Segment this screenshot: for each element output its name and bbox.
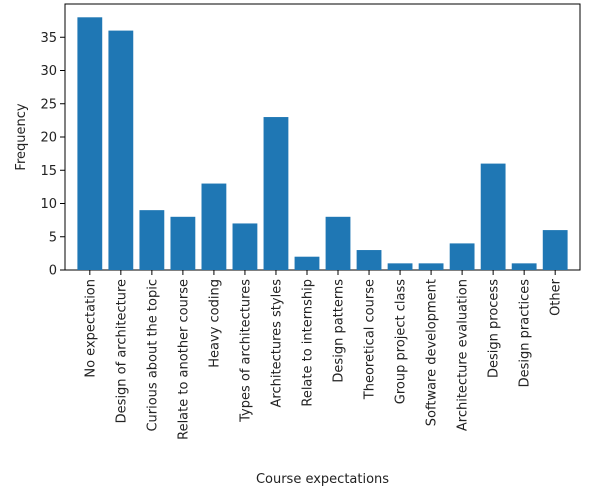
y-tick-label-6: 30 xyxy=(40,64,57,79)
x-tick-label-12: Architecture evaluation xyxy=(456,279,471,431)
x-axis: No expectation Design of architecture Curi… xyxy=(83,270,564,440)
y-axis-label: Frequency xyxy=(14,103,29,170)
x-tick-label-7: Relate to internship xyxy=(300,279,315,407)
x-tick-label-0: No expectation xyxy=(83,279,98,378)
bar-13 xyxy=(480,163,506,270)
x-tick-label-13: Design process xyxy=(487,279,502,378)
x-tick-label-4: Heavy coding xyxy=(207,279,222,368)
bar-11 xyxy=(418,263,444,270)
x-tick-label-6: Architectures styles xyxy=(269,279,284,408)
bar-7 xyxy=(294,256,320,270)
x-axis-label: Course expectations xyxy=(256,472,389,487)
y-tick-label-5: 25 xyxy=(40,97,57,112)
bar-2 xyxy=(139,210,165,270)
y-axis: 0 5 10 15 20 25 30 35 xyxy=(40,31,65,279)
bar-0 xyxy=(77,17,103,270)
bar-8 xyxy=(325,216,351,270)
x-tick-label-2: Curious about the topic xyxy=(145,279,160,432)
bar-1 xyxy=(108,30,134,270)
bar-5 xyxy=(232,223,258,270)
x-tick-label-10: Group project class xyxy=(394,279,409,404)
x-tick-label-14: Design practices xyxy=(518,279,533,388)
bar-12 xyxy=(449,243,475,270)
bar-4 xyxy=(201,183,227,270)
bar-14 xyxy=(511,263,537,270)
x-tick-label-15: Other xyxy=(549,278,564,316)
bar-6 xyxy=(263,117,289,270)
bar-15 xyxy=(542,230,568,270)
x-tick-label-3: Relate to another course xyxy=(176,279,191,440)
y-tick-label-0: 0 xyxy=(49,264,57,279)
y-tick-label-1: 5 xyxy=(49,230,57,245)
bars-group xyxy=(77,17,568,270)
x-tick-label-9: Theoretical course xyxy=(363,279,378,400)
bar-9 xyxy=(356,250,382,270)
x-tick-label-8: Design patterns xyxy=(332,279,347,383)
x-tick-label-5: Types of architectures xyxy=(238,279,253,423)
y-tick-label-3: 15 xyxy=(40,164,57,179)
x-tick-label-11: Software development xyxy=(425,279,440,426)
y-tick-label-7: 35 xyxy=(40,31,57,46)
bar-3 xyxy=(170,216,196,270)
y-tick-label-4: 20 xyxy=(40,131,57,146)
bar-10 xyxy=(387,263,413,270)
y-tick-label-2: 10 xyxy=(40,197,57,212)
x-tick-label-1: Design of architecture xyxy=(114,279,129,423)
